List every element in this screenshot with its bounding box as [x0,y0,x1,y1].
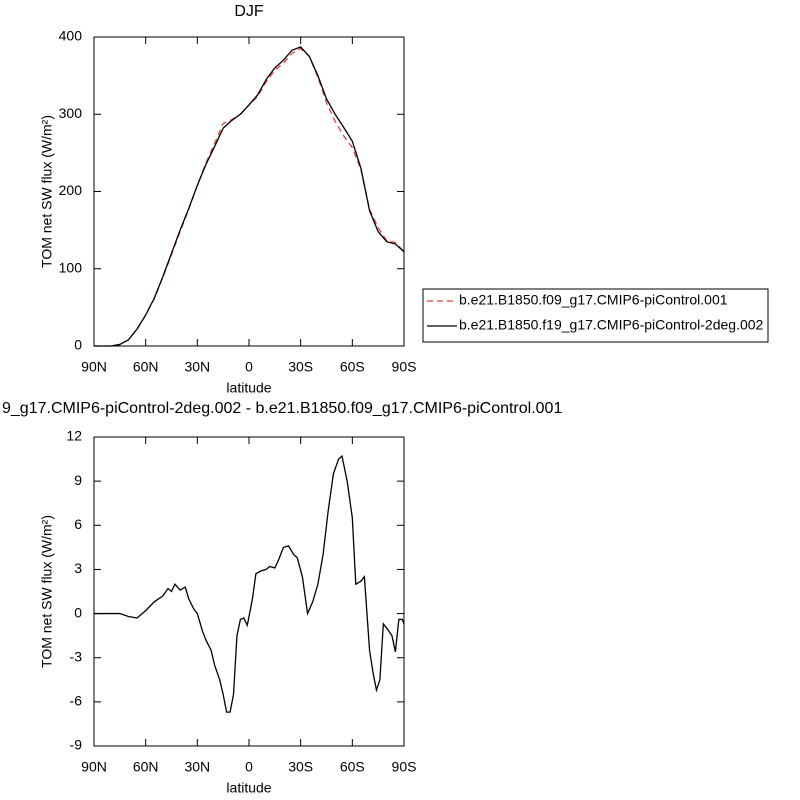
x-tick-label: 90S [392,759,417,775]
y-tick-label: -6 [70,693,83,709]
y-tick-label: -9 [70,737,83,753]
data-line [94,46,405,347]
x-tick-label: 60N [133,359,159,375]
x-tick-label: 0 [245,759,253,775]
x-tick-label: 0 [245,359,253,375]
x-tick-label: 90S [392,359,417,375]
y-tick-label: 3 [74,560,82,576]
y-tick-label: 9 [74,472,82,488]
y-tick-label: 12 [66,428,82,444]
y-tick-label: 200 [59,182,83,198]
x-tick-label: 90N [81,759,107,775]
x-tick-label: 60S [340,759,365,775]
x-axis-label: latitude [226,780,271,796]
y-tick-label: 300 [59,105,83,121]
plot-frame [93,36,405,347]
y-axis-label: TOM net SW flux (W/m²) [39,515,55,668]
chart-title: DJF [234,3,264,20]
y-axis-label: TOM net SW flux (W/m²) [39,115,55,268]
y-tick-label: 100 [59,259,83,275]
x-tick-label: 30N [184,759,210,775]
data-line [94,454,405,713]
legend-box [422,288,769,343]
x-tick-label: 30S [288,759,313,775]
data-line [94,47,405,347]
y-tick-label: 0 [74,604,82,620]
y-tick-label: 400 [59,28,83,44]
x-tick-label: 60N [133,759,159,775]
y-tick-label: -3 [70,648,83,664]
x-tick-label: 90N [81,359,107,375]
x-tick-label: 60S [340,359,365,375]
y-tick-label: 0 [74,337,82,353]
legend-label: b.e21.B1850.f19_g17.CMIP6-piControl-2deg… [459,317,764,333]
plot-frame [93,436,405,747]
chart-title: 9_g17.CMIP6-piControl-2deg.002 - b.e21.B… [2,400,562,417]
x-axis-label: latitude [226,380,271,396]
y-tick-label: 6 [74,516,82,532]
legend-label: b.e21.B1850.f09_g17.CMIP6-piControl.001 [459,292,728,308]
x-tick-label: 30S [288,359,313,375]
x-tick-label: 30N [184,359,210,375]
